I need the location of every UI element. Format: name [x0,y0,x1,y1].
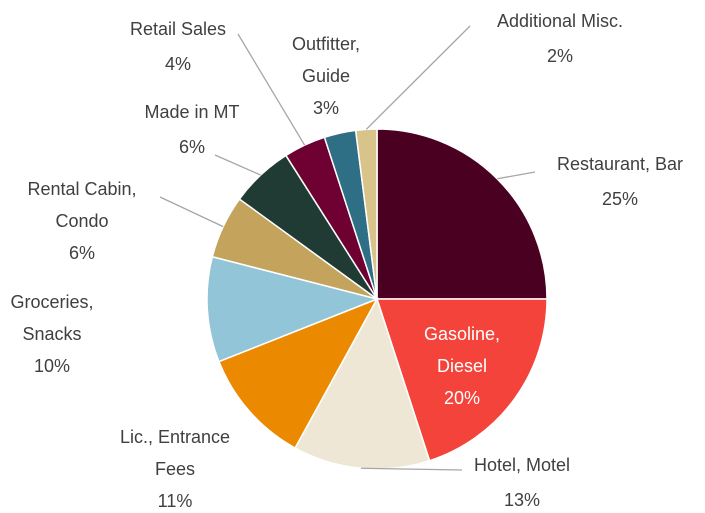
label-line: Guide [302,66,350,86]
slice-label: Hotel, Motel [474,455,570,475]
label-line: Condo [55,211,108,231]
value-label: 25% [602,189,638,209]
label-line: Hotel, Motel [474,455,570,475]
label-line: Groceries, [10,292,93,312]
label-line: Lic., Entrance [120,427,230,447]
pie-slice [206,255,380,363]
value-label: 10% [34,356,70,376]
leader-line [360,467,463,471]
label-line: Snacks [22,324,81,344]
label-line: Retail Sales [130,19,226,39]
slice-label: Gasoline, Diesel [424,324,500,376]
value-label: 20% [444,388,480,408]
slice-label: Groceries, Snacks [10,292,93,344]
slice-label: Outfitter, Guide [292,34,360,86]
value-label: 3% [313,98,339,118]
leader-line [237,33,306,146]
label-line: Rental Cabin, [27,179,136,199]
value-label: 4% [165,54,191,74]
label-line: Fees [155,459,195,479]
leader-line [365,25,471,130]
leader-line [497,171,536,180]
value-label: 11% [158,491,193,508]
leader-line [214,154,261,176]
leader-line [159,196,224,228]
pie-slice [376,128,548,300]
value-label: 6% [179,137,205,157]
label-line: Outfitter, [292,34,360,54]
pie-slice [217,297,379,449]
label-line: Additional Misc. [497,11,623,31]
label-line: Restaurant, Bar [557,154,683,174]
label-line: Gasoline, [424,324,500,344]
slice-label: Lic., Entrance Fees [120,427,230,479]
slice-label: Restaurant, Bar [557,154,683,174]
value-label: 13% [504,490,540,508]
pie-slice [375,298,548,462]
slice-label: Retail Sales [130,19,226,39]
slice-label: Additional Misc. [497,11,623,31]
slice-label: Made in MT [144,102,239,122]
label-line: Diesel [437,356,487,376]
value-label: 2% [547,46,573,66]
value-label: 6% [69,243,95,263]
slice-label: Rental Cabin, Condo [27,179,136,231]
label-line: Made in MT [144,102,239,122]
